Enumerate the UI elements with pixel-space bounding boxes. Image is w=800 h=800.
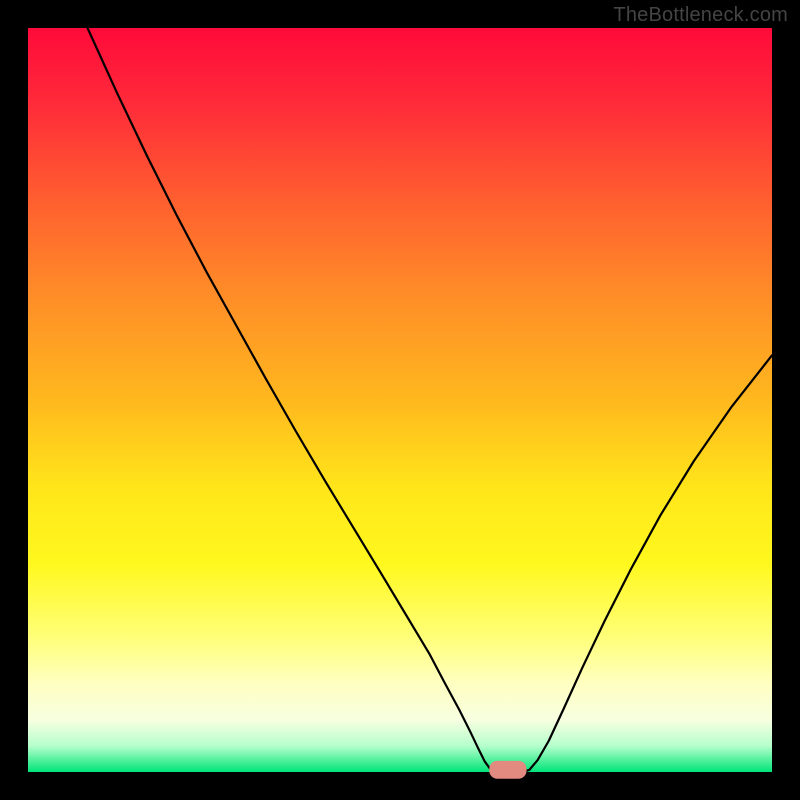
bottleneck-chart bbox=[0, 0, 800, 800]
attribution-label: TheBottleneck.com bbox=[613, 4, 788, 27]
optimal-point-marker bbox=[489, 761, 526, 779]
chart-root: TheBottleneck.com bbox=[0, 0, 800, 800]
